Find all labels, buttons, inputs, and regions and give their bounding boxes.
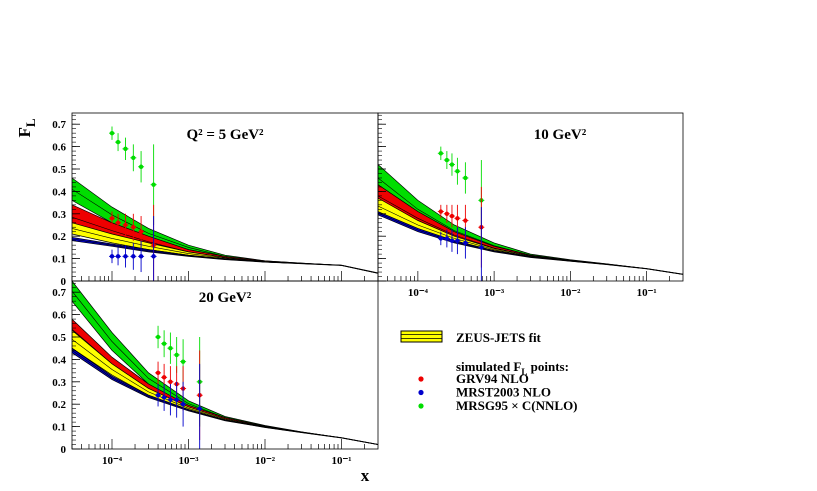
data-point [123, 222, 128, 228]
data-point [109, 216, 115, 221]
y-tick-label: 0.6 [52, 310, 66, 322]
y-axis-label: FL [15, 118, 38, 137]
data-point [455, 238, 460, 243]
data-point [161, 341, 167, 346]
data-point [138, 164, 144, 169]
x-tick-label: 10⁻² [560, 287, 581, 299]
data-point [438, 236, 444, 241]
legend-marker [418, 376, 424, 382]
band-mrst2003-nlo [378, 211, 683, 275]
x-tick-label: 10⁻³ [484, 287, 505, 299]
data-point [463, 218, 468, 223]
legend-points-header: simulated FL points: [456, 359, 569, 377]
data-point [115, 220, 121, 225]
data-point [180, 359, 186, 364]
panel-title: 10 GeV² [534, 127, 587, 143]
x-tick-label: 10⁻¹ [637, 287, 657, 299]
panel-2: 10⁻⁴ 10⁻³ 10⁻² 10⁻¹ 10 GeV² [377, 112, 684, 299]
band-center-line [378, 212, 683, 275]
data-point [455, 216, 460, 221]
band-mrst2003-nlo [72, 236, 378, 274]
panel-1: 0 0.1 0.2 0.3 0.4 0.5 0.6 0.7 Q² = 5 GeV² [52, 112, 379, 288]
legend-entry-label: MRSG95 × C(NNLO) [456, 398, 578, 413]
band-center-line [72, 350, 378, 445]
data-point [123, 146, 128, 152]
data-point [151, 254, 156, 259]
data-point [449, 238, 455, 243]
y-tick-label: 0.4 [52, 354, 66, 366]
legend: ZEUS-JETS fit simulated FL points: GRV94… [400, 330, 578, 413]
data-point [109, 130, 115, 136]
x-tick-label: 10⁻⁴ [408, 287, 429, 299]
data-point [449, 213, 455, 219]
y-tick-label: 0.7 [52, 287, 66, 299]
data-point [438, 209, 444, 214]
data-point [155, 370, 161, 376]
data-point [455, 169, 460, 174]
legend-marker [418, 403, 424, 409]
data-point [168, 397, 173, 402]
data-point [197, 406, 202, 411]
data-point [131, 225, 136, 230]
x-tick-label: 10⁻² [255, 455, 276, 467]
legend-entry-label: MRST2003 NLO [456, 385, 551, 400]
data-point [161, 395, 167, 400]
legend-marker [418, 389, 424, 396]
data-point [138, 229, 144, 234]
y-tick-label: 0.1 [52, 254, 66, 266]
y-tick-label: 0.2 [52, 231, 66, 243]
data-point [155, 334, 161, 340]
data-point [115, 139, 121, 145]
data-point [463, 175, 468, 181]
data-point [123, 254, 128, 259]
x-tick-label: 10⁻¹ [331, 455, 351, 467]
data-point [444, 236, 450, 241]
legend-band-swatch [400, 330, 443, 343]
data-point [138, 254, 144, 259]
band-center-line [72, 238, 378, 274]
panel-title: 20 GeV² [199, 290, 252, 306]
legend-entry-label: GRV94 NLO [456, 371, 529, 386]
data-point [444, 157, 450, 163]
y-tick-label: 0 [61, 276, 67, 288]
y-tick-label: 0.5 [52, 332, 66, 344]
data-point [168, 379, 173, 384]
panel-title: Q² = 5 GeV² [186, 127, 264, 143]
data-point [155, 393, 161, 398]
data-point [168, 346, 173, 351]
y-tick-label: 0.2 [52, 399, 66, 411]
data-point [174, 352, 179, 358]
band-mrst2003-nlo [72, 347, 378, 446]
data-point [463, 240, 468, 246]
panel-3: 0 0.1 0.2 0.3 0.4 0.5 0.6 0.7 10⁻⁴ 10⁻³ 10⁻² 10⁻¹ 20… [52, 280, 379, 467]
data-point [109, 254, 115, 259]
y-tick-label: 0.7 [52, 119, 66, 131]
y-tick-label: 0.4 [52, 186, 66, 198]
y-tick-label: 0.6 [52, 142, 66, 154]
y-tick-label: 0.1 [52, 422, 66, 434]
y-tick-label: 0 [61, 444, 67, 456]
data-point [174, 397, 179, 402]
y-tick-label: 0.5 [52, 164, 66, 176]
legend-band-label: ZEUS-JETS fit [456, 330, 542, 345]
data-point [438, 151, 444, 156]
data-point [131, 155, 136, 160]
data-point [180, 402, 186, 407]
y-tick-label: 0.3 [52, 377, 66, 389]
x-axis-label: x [361, 466, 370, 485]
data-point [449, 162, 455, 167]
y-tick-label: 0.3 [52, 209, 66, 221]
data-point [444, 211, 450, 216]
data-point [151, 182, 156, 187]
x-tick-label: 10⁻³ [178, 455, 199, 467]
data-point [131, 254, 136, 259]
data-point [161, 375, 167, 380]
data-point [479, 245, 484, 250]
data-point [115, 254, 121, 259]
x-tick-label: 10⁻⁴ [102, 455, 123, 467]
